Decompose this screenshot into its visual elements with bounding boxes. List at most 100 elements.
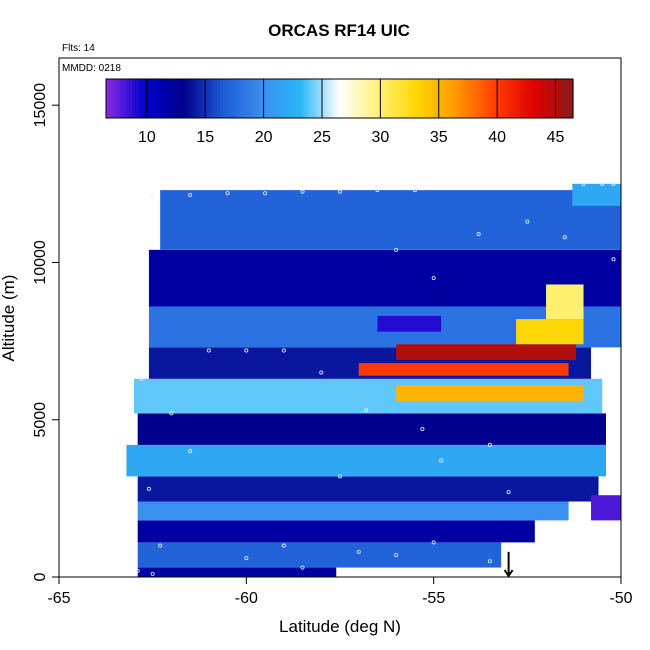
colorbar-segment xyxy=(167,79,171,118)
colorbar-segment xyxy=(558,79,562,118)
colorbar-segment xyxy=(123,79,128,118)
heat-band-4 xyxy=(137,476,599,502)
colorbar-segment xyxy=(511,79,516,118)
colorbar-segment xyxy=(304,79,308,118)
colorbar-segment xyxy=(196,79,200,118)
colorbar-segment xyxy=(313,79,317,118)
colorbar-segment xyxy=(289,79,294,118)
colorbar-segment xyxy=(278,79,282,118)
colorbar-segment xyxy=(494,79,498,118)
y-tick-label: 0 xyxy=(32,572,49,581)
colorbar-segment xyxy=(473,79,478,118)
colorbar-segment xyxy=(567,79,571,118)
colorbar-segment xyxy=(555,79,560,118)
track-point xyxy=(394,247,399,252)
heat-band-1 xyxy=(137,542,502,568)
colorbar-segment xyxy=(266,79,271,118)
colorbar-segment xyxy=(202,79,206,118)
colorbar-segment xyxy=(222,79,227,118)
track-point xyxy=(146,486,151,491)
colorbar-segment xyxy=(307,79,311,118)
colorbar-segment xyxy=(392,79,396,118)
x-axis-label: Latitude (deg N) xyxy=(279,617,401,636)
track-point xyxy=(244,556,249,561)
colorbar-segment xyxy=(400,79,405,118)
track-point xyxy=(337,474,342,479)
colorbar-segment xyxy=(106,79,110,118)
colorbar-segment xyxy=(295,79,300,118)
colorbar-segment xyxy=(354,79,358,118)
colorbar-segment xyxy=(117,79,122,118)
colorbar-segment xyxy=(409,79,414,118)
colorbar-segment xyxy=(380,79,384,118)
colorbar-segment xyxy=(345,79,349,118)
colorbar-segment xyxy=(529,79,533,118)
heatmap-layer xyxy=(126,183,622,577)
track-point xyxy=(581,181,586,186)
colorbar-segment xyxy=(143,79,148,118)
colorbar-segment xyxy=(386,79,390,118)
track-point xyxy=(375,188,380,193)
colorbar-segment xyxy=(327,79,332,118)
track-point xyxy=(364,408,369,413)
colorbar-segment xyxy=(456,79,460,118)
colorbar-tick-label: 15 xyxy=(196,129,214,146)
colorbar-segment xyxy=(120,79,125,118)
colorbar: 10 15 20 25 30 35 40 45 xyxy=(105,78,574,146)
colorbar-segment xyxy=(342,79,346,118)
x-axis: -65 -60 -55 -50 xyxy=(47,577,633,607)
colorbar-segment xyxy=(135,79,139,118)
track-point xyxy=(439,458,444,463)
colorbar-segment xyxy=(459,79,463,118)
colorbar-segment xyxy=(149,79,154,118)
colorbar-tick-label: 20 xyxy=(255,129,273,146)
heat-band-6 xyxy=(137,413,607,445)
y-tick-label: 10000 xyxy=(32,240,49,285)
colorbar-segment xyxy=(257,79,262,118)
colorbar-segment xyxy=(234,79,238,118)
colorbar-segment xyxy=(111,79,116,118)
track-point xyxy=(281,348,286,353)
colorbar-segment xyxy=(532,79,536,118)
colorbar-tick-label: 25 xyxy=(313,129,331,146)
colorbar-segment xyxy=(453,79,457,118)
colorbar-segment xyxy=(205,79,209,118)
colorbar-segment xyxy=(348,79,352,118)
colorbar-segment xyxy=(397,79,402,118)
colorbar-segment xyxy=(237,79,241,118)
y-tick-label: 15000 xyxy=(32,83,49,128)
colorbar-segment xyxy=(374,79,379,118)
colorbar-segment xyxy=(240,79,244,118)
colorbar-segment xyxy=(176,79,180,118)
colorbar-segment xyxy=(371,79,376,118)
colorbar-segment xyxy=(351,79,355,118)
colorbar-segment xyxy=(292,79,297,118)
colorbar-segment xyxy=(132,79,136,118)
colorbar-segment xyxy=(415,79,419,118)
track-point xyxy=(562,235,567,240)
colorbar-tick-label: 35 xyxy=(430,129,448,146)
heat-streak-7 xyxy=(377,315,442,332)
colorbar-segment xyxy=(228,79,233,118)
x-tick-label: -65 xyxy=(47,590,70,607)
colorbar-tick-label: 40 xyxy=(488,129,506,146)
track-points-layer xyxy=(135,181,616,576)
colorbar-segment xyxy=(517,79,522,118)
colorbar-segment xyxy=(476,79,481,118)
colorbar-segment xyxy=(359,79,364,118)
colorbar-segment xyxy=(263,79,268,118)
colorbar-segment xyxy=(368,79,373,118)
colorbar-tick-label: 45 xyxy=(547,129,565,146)
colorbar-segment xyxy=(537,79,542,118)
colorbar-segment xyxy=(269,79,273,118)
arrow-marker xyxy=(503,551,514,578)
colorbar-segment xyxy=(164,79,168,118)
colorbar-segment xyxy=(497,79,501,118)
colorbar-segment xyxy=(231,79,236,118)
colorbar-segment xyxy=(141,79,145,118)
colorbar-segment xyxy=(429,79,434,118)
track-point xyxy=(150,571,155,576)
colorbar-segment xyxy=(158,79,163,118)
colorbar-segment xyxy=(190,79,195,118)
track-point xyxy=(412,188,417,193)
